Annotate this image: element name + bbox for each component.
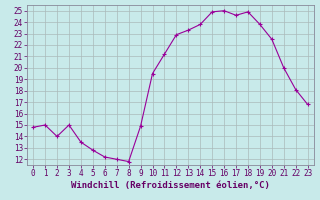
X-axis label: Windchill (Refroidissement éolien,°C): Windchill (Refroidissement éolien,°C) bbox=[71, 181, 270, 190]
